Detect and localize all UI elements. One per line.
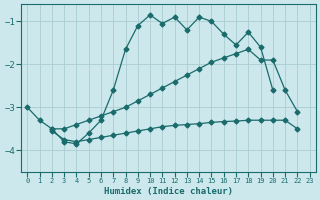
X-axis label: Humidex (Indice chaleur): Humidex (Indice chaleur) [104,187,233,196]
